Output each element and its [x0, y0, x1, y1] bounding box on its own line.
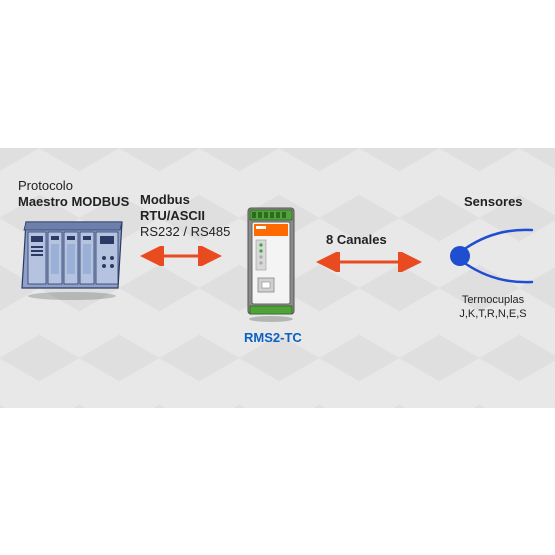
link-right-label: 8 Canales — [326, 232, 387, 248]
diagram-band: Protocolo Maestro MODBUS — [0, 148, 555, 408]
thermocouple-icon — [436, 224, 536, 288]
link-left-line3: RS232 / RS485 — [140, 224, 230, 240]
link-left-line2: RTU/ASCII — [140, 208, 205, 224]
double-arrow-right-icon — [312, 252, 426, 272]
din-module-icon — [242, 206, 300, 324]
plc-title-line1: Protocolo — [18, 178, 73, 194]
double-arrow-left-icon — [136, 246, 226, 266]
sensors-title: Sensores — [464, 194, 523, 210]
link-left-line1: Modbus — [140, 192, 190, 208]
plc-device-icon — [18, 216, 126, 302]
tc-sub-line1: Termocuplas — [448, 294, 538, 306]
plc-title-line2: Maestro MODBUS — [18, 194, 129, 210]
tc-sub-line2: J,K,T,R,N,E,S — [448, 308, 538, 320]
device-label: RMS2-TC — [244, 330, 302, 345]
